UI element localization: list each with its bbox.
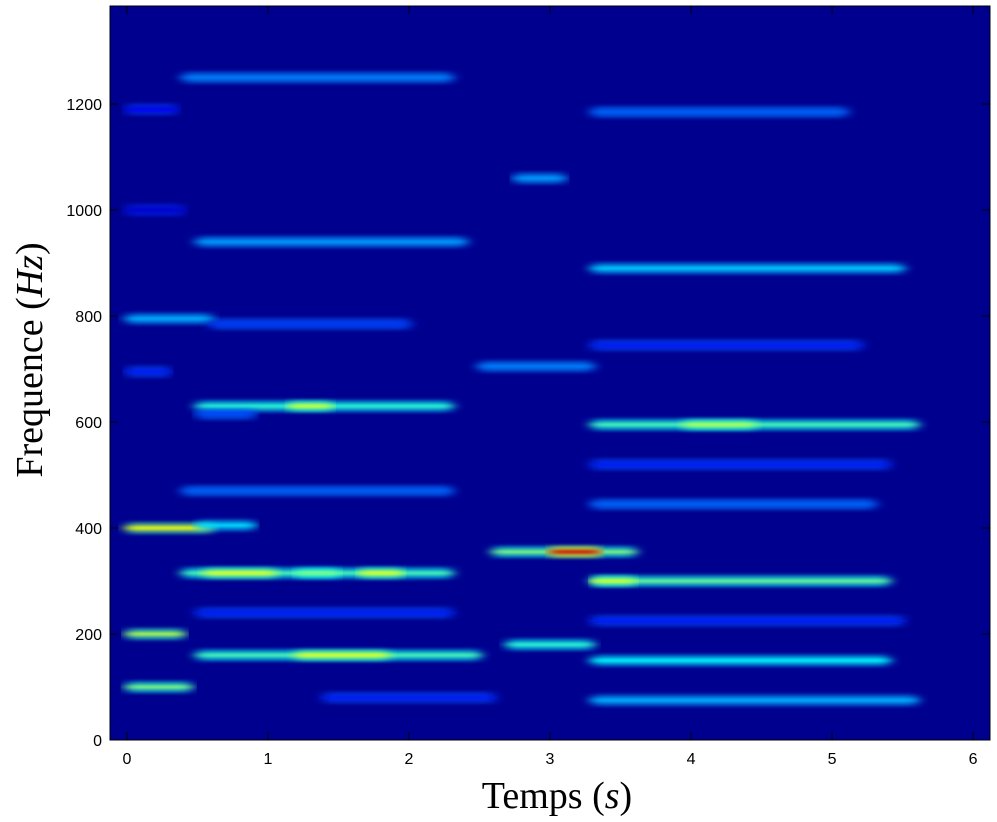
band-36 <box>592 618 903 623</box>
x-tick-label-4: 4 <box>687 751 696 768</box>
y-tick-label-4: 800 <box>75 309 102 326</box>
spectral-bands <box>126 71 917 707</box>
band-1 <box>126 632 184 637</box>
y-tick-label-6: 1200 <box>66 97 102 114</box>
y-axis-label-var: Hz <box>9 255 51 298</box>
band-35 <box>592 579 635 584</box>
band-7 <box>126 208 184 213</box>
x-axis-label-text: Temps <box>482 775 583 817</box>
x-tick-label-0: 0 <box>122 751 131 768</box>
plot-background <box>110 6 990 740</box>
band-4 <box>126 316 212 321</box>
x-tick-label-6: 6 <box>969 751 978 768</box>
y-tick-label-5: 1000 <box>66 203 102 220</box>
y-axis-label: Frequence (Hz) <box>9 242 51 477</box>
band-18 <box>359 571 402 576</box>
band-38 <box>592 658 889 663</box>
band-26 <box>479 364 593 369</box>
x-tick-label-1: 1 <box>263 751 272 768</box>
x-axis-label: Temps (s) <box>482 775 632 817</box>
band-5 <box>126 369 170 374</box>
y-tick-label-2: 400 <box>75 521 102 538</box>
y-axis-label-text: Frequence <box>9 319 51 477</box>
x-tick-label-5: 5 <box>828 751 837 768</box>
band-33 <box>550 549 600 554</box>
band-22 <box>324 695 494 700</box>
band-3 <box>197 523 254 528</box>
band-34 <box>592 579 889 584</box>
y-tick-label-1: 200 <box>75 627 102 644</box>
x-axis-label-open-paren: ( <box>583 775 605 817</box>
x-tick-label-2: 2 <box>405 751 414 768</box>
band-13 <box>197 412 254 417</box>
band-24 <box>592 109 847 114</box>
y-tick-label-3: 600 <box>75 415 102 432</box>
x-axis-label-close-paren: ) <box>620 775 633 817</box>
band-12 <box>289 404 332 409</box>
band-21 <box>296 653 388 658</box>
band-29 <box>683 422 755 427</box>
band-9 <box>197 239 466 244</box>
band-16 <box>204 571 275 576</box>
band-30 <box>592 462 889 467</box>
y-axis-label-close-paren: ) <box>9 242 51 255</box>
band-23 <box>514 176 565 181</box>
band-6 <box>126 107 177 112</box>
y-tick-label-0: 0 <box>93 733 102 750</box>
band-25 <box>592 266 903 271</box>
band-31 <box>592 502 875 507</box>
band-2 <box>126 526 212 531</box>
x-axis-label-var: s <box>605 775 620 817</box>
y-axis-label-open-paren: ( <box>9 297 51 319</box>
band-14 <box>183 488 452 493</box>
band-27 <box>592 343 861 348</box>
band-17 <box>296 571 339 576</box>
band-19 <box>197 610 452 615</box>
axis-ticks: 0 1 2 3 4 5 6 0 200 400 600 800 1000 1200 <box>66 6 990 768</box>
band-10 <box>211 321 409 326</box>
band-0 <box>126 685 191 690</box>
band-8 <box>183 75 452 80</box>
x-tick-label-3: 3 <box>546 751 555 768</box>
band-37 <box>507 642 593 647</box>
band-39 <box>592 698 917 703</box>
